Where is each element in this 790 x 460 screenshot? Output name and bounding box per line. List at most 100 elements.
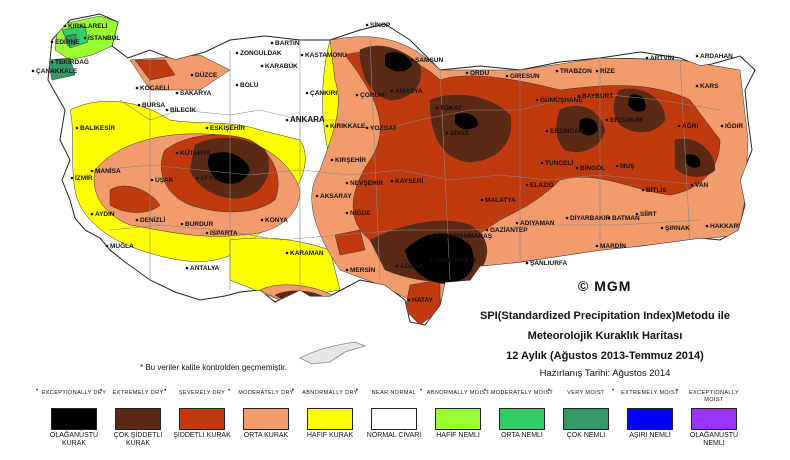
city-label: DİYARBAKIR xyxy=(570,214,611,222)
city-marker xyxy=(525,183,529,187)
city-marker xyxy=(430,258,434,262)
legend-turkish-label: ORTA KURAK xyxy=(243,432,289,439)
legend-item: • MODERATELY MOIST ORTA NEMLİ xyxy=(484,388,556,440)
city-marker xyxy=(345,181,349,185)
drought-map: SİNOP KIRKLARELİ EDİRNE TEKİRDAĞ İSTANBUL ÇAN… xyxy=(31,13,756,365)
legend-english-label: ABNORMALLY DRY xyxy=(302,390,358,396)
title-line-2: Meteorolojik Kuraklık Haritası xyxy=(527,330,683,342)
city-marker xyxy=(545,129,549,133)
copyright-mgm: © MGM xyxy=(578,278,632,294)
legend-bullet: • xyxy=(548,388,551,394)
city-label: ERZİNCAN xyxy=(550,127,584,135)
city-marker xyxy=(165,108,169,112)
city-label: KİLİS xyxy=(460,256,477,264)
city-label: MUŞ xyxy=(620,163,635,170)
city-label: DENİZLİ xyxy=(140,216,165,224)
legend-swatch xyxy=(435,408,481,430)
city-label: BATMAN xyxy=(612,215,640,222)
city-marker xyxy=(50,60,54,64)
city-label: KOCAELİ xyxy=(140,84,169,92)
legend-english-label: SEVERELY DRY xyxy=(178,390,226,396)
city-label: ARTVİN xyxy=(650,54,675,62)
city-marker xyxy=(445,131,449,135)
legend-english-label: MODERATELY MOIST xyxy=(490,390,554,396)
city-marker xyxy=(135,218,139,222)
quality-note: * Bu veriler kalite kontrolden geçmemişt… xyxy=(140,363,287,372)
city-label: KIRŞEHİR xyxy=(335,156,366,164)
city-label: KAHRAMANMARAŞ xyxy=(430,233,493,240)
city-label: TRABZON xyxy=(560,68,592,75)
city-label: ESKİŞEHİR xyxy=(210,124,245,132)
city-label: MUĞLA xyxy=(110,241,134,250)
city-label: ERZURUM xyxy=(610,117,643,124)
legend-bullet: • xyxy=(228,388,231,394)
legend-swatch xyxy=(563,408,609,430)
city-label: ÇORUM xyxy=(360,92,385,99)
legend-item: • EXCEPTIONALLY MOIST OLAĞANÜSTÜ NEMLİ xyxy=(676,388,748,448)
city-label: TEKİRDAĞ xyxy=(55,57,89,66)
city-marker xyxy=(345,211,349,215)
city-label: AYDIN xyxy=(95,211,115,218)
province-borders xyxy=(99,39,721,290)
city-label: KIRKLARELİ xyxy=(68,22,108,30)
city-marker xyxy=(63,24,67,28)
city-marker xyxy=(480,198,484,202)
city-label: TUNCELİ xyxy=(545,159,573,167)
city-label: KONYA xyxy=(265,217,288,224)
city-marker xyxy=(137,103,141,107)
city-marker xyxy=(455,258,459,262)
city-marker xyxy=(641,188,645,192)
city-marker xyxy=(525,261,529,265)
city-marker xyxy=(205,231,209,235)
city-marker xyxy=(325,124,329,128)
city-label: EDİRNE xyxy=(55,38,80,46)
city-label: KARABÜK xyxy=(265,61,298,70)
city-marker xyxy=(365,23,369,27)
legend-bullet: • xyxy=(676,388,679,394)
legend-swatch xyxy=(499,408,545,430)
legend-bullet: • xyxy=(164,388,167,394)
legend-bullet: • xyxy=(356,388,359,394)
city-marker xyxy=(75,126,79,130)
city-label: ANKARA xyxy=(290,115,325,124)
city-marker xyxy=(260,218,264,222)
city-marker xyxy=(260,64,264,68)
city-label: MARDİN xyxy=(600,242,626,250)
city-marker xyxy=(150,178,154,182)
city-marker xyxy=(175,151,179,155)
legend-swatch xyxy=(243,408,289,430)
city-marker xyxy=(577,94,581,98)
city-marker xyxy=(575,166,579,170)
legend: • EXCEPTIONALLY DRY OLAĞANÜSTÜ KURAK • EXTRE… xyxy=(36,388,780,460)
city-label: ZONGULDAK xyxy=(240,50,282,57)
city-label: KARS xyxy=(700,83,719,90)
city-label: İZMİR xyxy=(75,174,93,182)
legend-turkish-label: NORMAL CİVARI xyxy=(366,432,422,439)
city-marker xyxy=(485,228,489,232)
city-label: BOLU xyxy=(240,82,259,89)
city-label: VAN xyxy=(695,182,709,189)
city-marker xyxy=(300,53,304,57)
legend-swatch xyxy=(371,408,417,430)
city-marker xyxy=(465,71,469,75)
city-marker xyxy=(605,118,609,122)
city-label: GAZİANTEP xyxy=(490,226,528,234)
city-marker xyxy=(235,83,239,87)
city-marker xyxy=(720,124,724,128)
legend-swatch xyxy=(307,408,353,430)
city-label: KAYSERİ xyxy=(395,177,423,185)
city-marker xyxy=(635,212,639,216)
city-label: BİNGÖL xyxy=(580,163,605,172)
city-marker xyxy=(615,164,619,168)
city-marker xyxy=(285,251,289,255)
city-marker xyxy=(235,51,239,55)
city-label: MERSİN xyxy=(350,266,376,274)
city-label: ÇANKIRI xyxy=(310,90,337,97)
legend-turkish-label: HAFİF NEMLİ xyxy=(436,432,480,439)
city-marker xyxy=(395,264,399,268)
moist-zone xyxy=(48,15,119,81)
city-label: RİZE xyxy=(600,67,615,75)
legend-item: • EXTREMELY DRY ÇOK ŞİDDETLİ KURAK xyxy=(100,388,172,448)
city-label: UŞAK xyxy=(155,177,174,184)
city-label: BİTLİS xyxy=(646,186,667,194)
